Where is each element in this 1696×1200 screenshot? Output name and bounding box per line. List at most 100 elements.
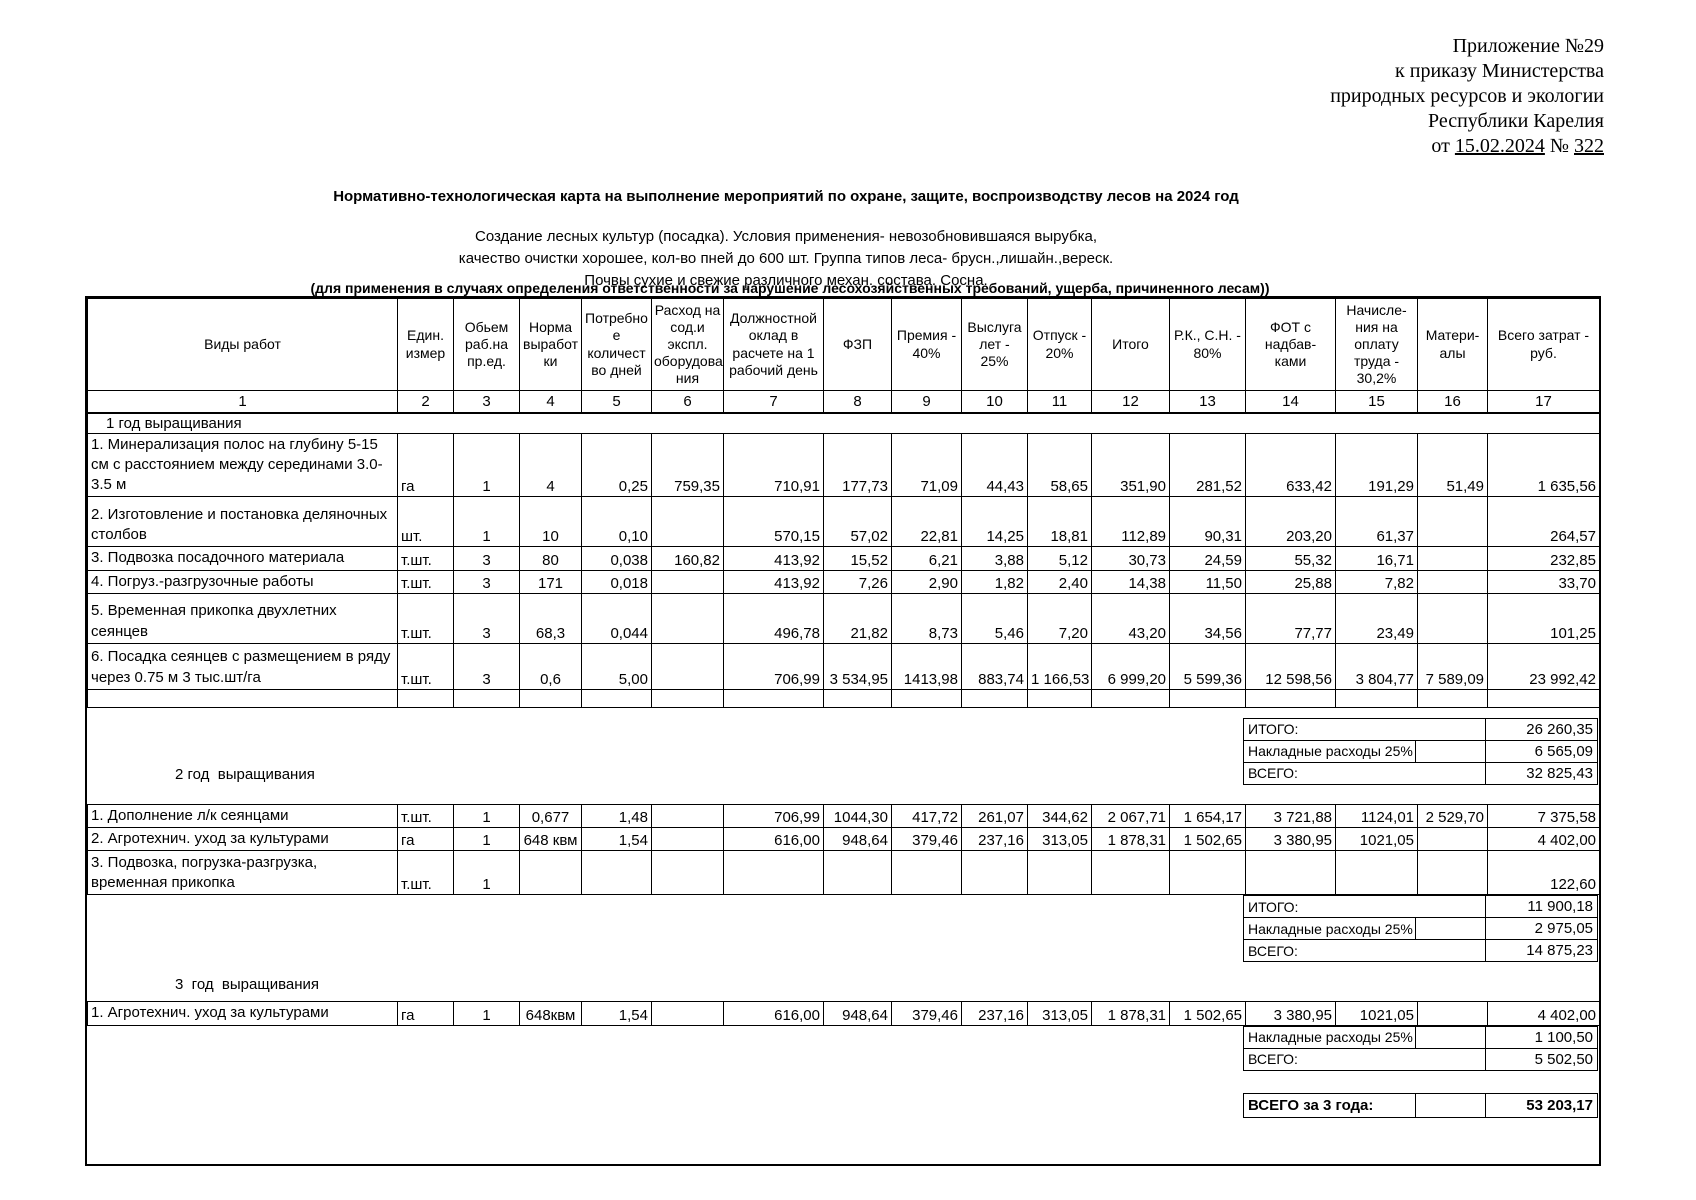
value-cell: [1417, 546, 1488, 571]
value-cell: 0,25: [581, 432, 652, 498]
value-cell: 191,29: [1335, 432, 1418, 498]
column-number: 8: [823, 390, 892, 414]
work-name-cell: 1. Дополнение л/к сеянцами: [87, 803, 398, 829]
totals-value: 26 260,35: [1485, 717, 1599, 741]
value-cell: [891, 850, 962, 896]
table-row: 1. Агротехнич. уход за культурами га 1 648к…: [87, 1001, 1600, 1026]
value-cell: 1,82: [961, 569, 1028, 594]
value-cell: 6,21: [891, 546, 962, 571]
value-cell: т.шт.: [397, 803, 454, 829]
value-cell: шт.: [397, 496, 454, 548]
order-number: 322: [1574, 135, 1604, 157]
value-cell: 344,62: [1027, 803, 1092, 829]
value-cell: 24,59: [1169, 546, 1246, 571]
value-cell: [1417, 1001, 1488, 1026]
value-cell: 5,46: [961, 592, 1028, 644]
value-cell: т.шт.: [397, 592, 454, 644]
value-cell: 7,82: [1335, 569, 1418, 594]
column-number: 11: [1027, 390, 1092, 414]
value-cell: 0,6: [519, 642, 582, 690]
value-cell: 160,82: [651, 546, 724, 571]
value-cell: [961, 688, 1028, 708]
column-header: Всего затрат - руб.: [1487, 298, 1600, 391]
section-label-year1: 1 год выращивания: [87, 412, 1600, 434]
value-cell: [1169, 850, 1246, 896]
appendix-line: Приложение №29: [1452, 35, 1604, 57]
totals-row: Накладные расходы 25% 2 975,05: [1243, 917, 1599, 941]
value-cell: 2 529,70: [1417, 803, 1488, 829]
column-header: ФОТ с надбав- ками: [1245, 298, 1336, 391]
totals-spacer-cell: [1415, 1025, 1486, 1049]
value-cell: 203,20: [1245, 496, 1336, 548]
column-number: 17: [1487, 390, 1600, 414]
value-cell: [1417, 592, 1488, 644]
value-cell: 1021,05: [1335, 1001, 1418, 1026]
column-number: 12: [1091, 390, 1170, 414]
column-header: ФЗП: [823, 298, 892, 391]
value-cell: 1: [453, 826, 520, 852]
value-cell: 7 375,58: [1487, 803, 1600, 829]
column-header: Должностной оклад в расчете на 1 рабочий…: [723, 298, 824, 391]
value-cell: [651, 642, 724, 690]
value-cell: 16,71: [1335, 546, 1418, 571]
value-cell: 3: [453, 592, 520, 644]
value-cell: 0,677: [519, 803, 582, 829]
value-cell: 379,46: [891, 1001, 962, 1026]
value-cell: [1245, 688, 1336, 708]
totals-label: ВСЕГО:: [1242, 761, 1487, 785]
column-number: 9: [891, 390, 962, 414]
value-cell: 3 380,95: [1245, 1001, 1336, 1026]
value-cell: [1245, 850, 1336, 896]
value-cell: 1: [453, 850, 520, 896]
value-cell: га: [397, 432, 454, 498]
value-cell: 496,78: [723, 592, 824, 644]
value-cell: 237,16: [961, 1001, 1028, 1026]
value-cell: 1044,30: [823, 803, 892, 829]
value-cell: 1: [453, 803, 520, 829]
table-row: 2. Изготовление и постановка деляночных …: [87, 496, 1600, 548]
year1-totals: ИТОГО: 26 260,35 Накладные расходы 25% 6 56…: [1242, 717, 1599, 785]
totals-value: 6 565,09: [1485, 739, 1599, 763]
value-cell: 759,35: [651, 432, 724, 498]
value-cell: [1091, 850, 1170, 896]
order-line-3: Республики Карелия: [1427, 110, 1604, 132]
value-cell: 1 502,65: [1169, 1001, 1246, 1026]
value-cell: 1: [453, 1001, 520, 1026]
value-cell: [651, 496, 724, 548]
table-row: 1. Минерализация полос на глубину 5-15 с…: [87, 432, 1600, 498]
value-cell: 1413,98: [891, 642, 962, 690]
column-number: 1: [87, 390, 398, 414]
column-header: Премия - 40%: [891, 298, 962, 391]
column-number: 5: [581, 390, 652, 414]
value-cell: 1 635,56: [1487, 432, 1600, 498]
value-cell: 648 квм: [519, 826, 582, 852]
value-cell: [581, 850, 652, 896]
value-cell: 61,37: [1335, 496, 1418, 548]
value-cell: 948,64: [823, 1001, 892, 1026]
value-cell: 3: [453, 642, 520, 690]
value-cell: 7 589,09: [1417, 642, 1488, 690]
value-cell: 4 402,00: [1487, 1001, 1600, 1026]
totals-label: ИТОГО:: [1242, 717, 1487, 741]
value-cell: 122,60: [1487, 850, 1600, 896]
value-cell: 4: [519, 432, 582, 498]
grand-total-block: ВСЕГО за 3 года: 53 203,17: [87, 1092, 1599, 1118]
column-number: 14: [1245, 390, 1336, 414]
value-cell: 10: [519, 496, 582, 548]
value-cell: [1335, 688, 1418, 708]
value-cell: [397, 688, 454, 708]
value-cell: 44,43: [961, 432, 1028, 498]
application-note: (для применения в случаях определения от…: [310, 280, 1270, 296]
column-header: Норма выработ ки: [519, 298, 582, 391]
totals-row: ИТОГО: 11 900,18: [1242, 895, 1599, 919]
year3-totals: Накладные расходы 25% 1 100,50 ВСЕГО: 5 502…: [1243, 1025, 1598, 1071]
column-header: Расход на сод.и экспл. оборудова ния: [651, 298, 724, 391]
value-cell: 883,74: [961, 642, 1028, 690]
page-title: Нормативно-технологическая карта на выпо…: [333, 188, 1239, 205]
value-cell: [891, 688, 962, 708]
value-cell: 948,64: [823, 826, 892, 852]
value-cell: 706,99: [723, 803, 824, 829]
value-cell: 1 502,65: [1169, 826, 1246, 852]
totals-value: 5 502,50: [1485, 1047, 1598, 1071]
